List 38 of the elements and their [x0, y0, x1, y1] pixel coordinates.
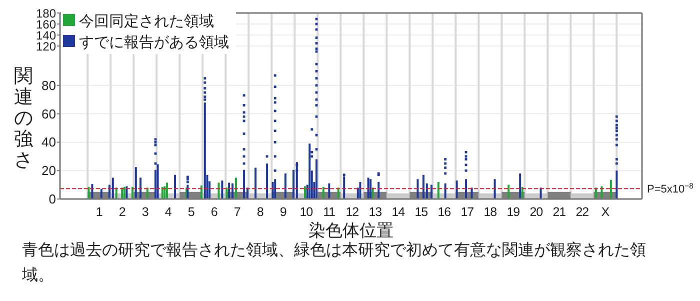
x-tick-label: 14: [392, 205, 406, 219]
x-tick-label: 19: [506, 205, 520, 219]
text: 青色は過去の研究で報告された領域、緑色は本研究で初めて有意な関連が観察された領域。: [22, 242, 646, 284]
x-tick-label: 17: [460, 205, 474, 219]
x-tick-label: 18: [484, 205, 498, 219]
legend-label: すでに報告がある領域: [79, 34, 229, 51]
x-tick-label: 21: [552, 205, 566, 219]
x-tick-label: 10: [300, 205, 314, 219]
x-tick-label: 12: [346, 205, 360, 219]
x-tick-label: 11: [323, 205, 336, 219]
x-tick-label: 13: [368, 205, 382, 219]
x-tick-label: 5: [188, 205, 195, 219]
text: P=5x10$^{−8}$: [647, 181, 694, 196]
x-tick-label: 8: [256, 205, 264, 219]
y-tick-label: 80: [42, 78, 56, 93]
x-tick-label: 1: [96, 205, 103, 219]
y-tick-label: 180: [36, 6, 56, 20]
x-tick-label: 3: [142, 205, 149, 219]
y-tick-label: 160: [36, 18, 56, 32]
x-tick-label: 15: [414, 205, 428, 219]
x-tick-label: 9: [280, 205, 287, 219]
x-tick-label: X: [601, 205, 610, 219]
y-tick-label: 40: [42, 134, 56, 150]
y-tick-label: 60: [42, 106, 56, 122]
x-tick-label: 4: [164, 205, 172, 219]
y-tick-label: 20: [42, 163, 56, 178]
y-tick-label: 120: [36, 40, 56, 54]
x-tick-label: 7: [234, 205, 241, 219]
x-tick-label: 16: [438, 205, 452, 219]
x-tick-label: 6: [210, 205, 218, 219]
y-tick-label: 140: [36, 28, 56, 42]
x-tick-label: 20: [530, 205, 544, 219]
y-tick-label: 0: [48, 192, 56, 206]
x-axis-title: 染色体位置: [308, 221, 394, 240]
y-axis-title: 関連の強さ: [14, 66, 33, 171]
x-tick-label: 22: [576, 205, 590, 219]
legend-label: 今回同定された領域: [79, 13, 214, 30]
x-tick-label: 2: [118, 205, 126, 219]
